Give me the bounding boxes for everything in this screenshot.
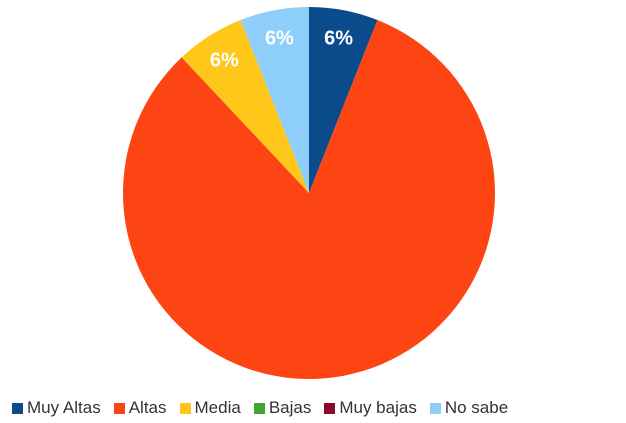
pie-slice-media [181,20,309,194]
legend-item-muy-altas[interactable]: Muy Altas [12,398,101,418]
legend-item-no-sabe[interactable]: No sabe [429,398,509,418]
data-label-muy-altas: 6% [324,28,353,50]
data-label-no-sabe: 6% [265,28,294,50]
legend-item-media[interactable]: Media [179,398,241,418]
legend-label: Muy Altas [27,398,101,417]
legend-label: Bajas [268,398,312,417]
legend-label: Altas [128,398,167,417]
legend-swatch [12,402,23,414]
legend-label: Media [194,398,241,417]
legend-swatch [429,402,441,414]
legend-label: Muy bajas [339,398,417,417]
data-label-media: 6% [210,50,239,72]
legend-swatch [324,402,336,414]
legend-label: No sabe [444,398,509,417]
legend-item-bajas[interactable]: Bajas [253,398,312,418]
legend-swatch [113,402,125,414]
pie-slice-no-sabe [240,6,309,193]
pie-slice-altas [122,20,495,379]
legend-item-muy-bajas[interactable]: Muy bajas [324,398,417,418]
legend-swatch [253,402,265,414]
legend-item-altas[interactable]: Altas [113,398,167,418]
chart-legend: Muy Altas Altas Media Bajas Muy bajas No sabe [12,398,508,418]
pie-chart: 6% 6% 6% [122,6,495,379]
pie-slice-muy-altas [309,7,378,193]
legend-swatch [179,402,191,414]
